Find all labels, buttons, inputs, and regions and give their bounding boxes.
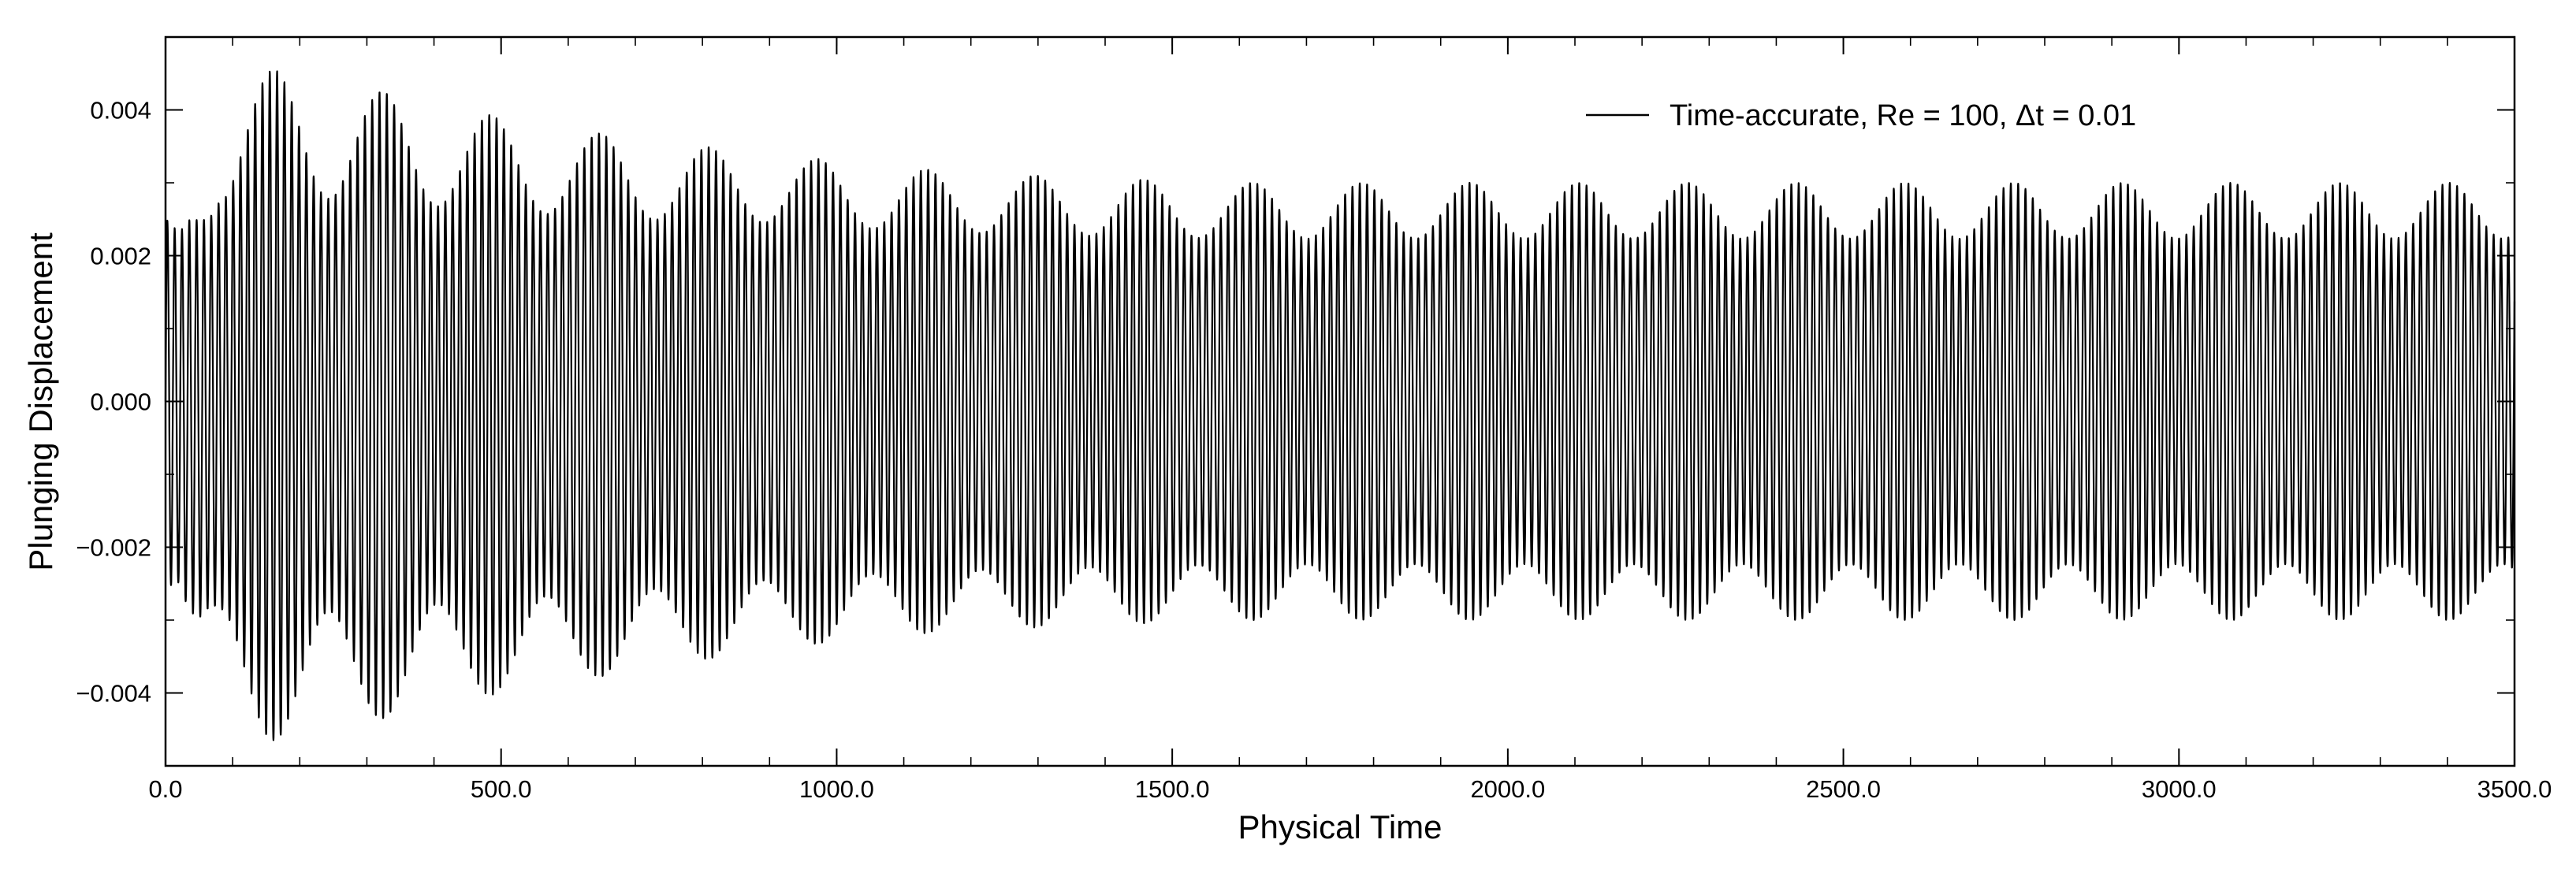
series-line [164, 70, 2516, 741]
legend-label: Time-accurate, Re = 100, Δt = 0.01 [1670, 99, 2136, 132]
x-tick-label: 0.0 [148, 775, 182, 803]
x-tick-label: 2500.0 [1806, 775, 1881, 803]
x-axis-title: Physical Time [1238, 808, 1442, 845]
y-tick-labels: −0.004 −0.002 0.000 0.002 0.004 [76, 97, 151, 708]
legend: Time-accurate, Re = 100, Δt = 0.01 [1586, 99, 2136, 132]
y-tick-label: 0.004 [90, 97, 151, 124]
y-tick-label: 0.002 [90, 243, 151, 270]
y-tick-label: 0.000 [90, 388, 151, 416]
x-tick-label: 500.0 [471, 775, 532, 803]
y-tick-label: −0.002 [76, 534, 151, 562]
x-tick-label: 2000.0 [1470, 775, 1545, 803]
x-tick-label: 1000.0 [799, 775, 874, 803]
x-tick-label: 1500.0 [1135, 775, 1210, 803]
x-tick-label: 3500.0 [2477, 775, 2552, 803]
y-tick-label: −0.004 [76, 680, 151, 708]
x-tick-label: 3000.0 [2142, 775, 2217, 803]
y-axis-title: Plunging Displacement [22, 232, 59, 571]
x-tick-labels: 0.0 500.0 1000.0 1500.0 2000.0 2500.0 3000.0 35… [148, 775, 2552, 803]
